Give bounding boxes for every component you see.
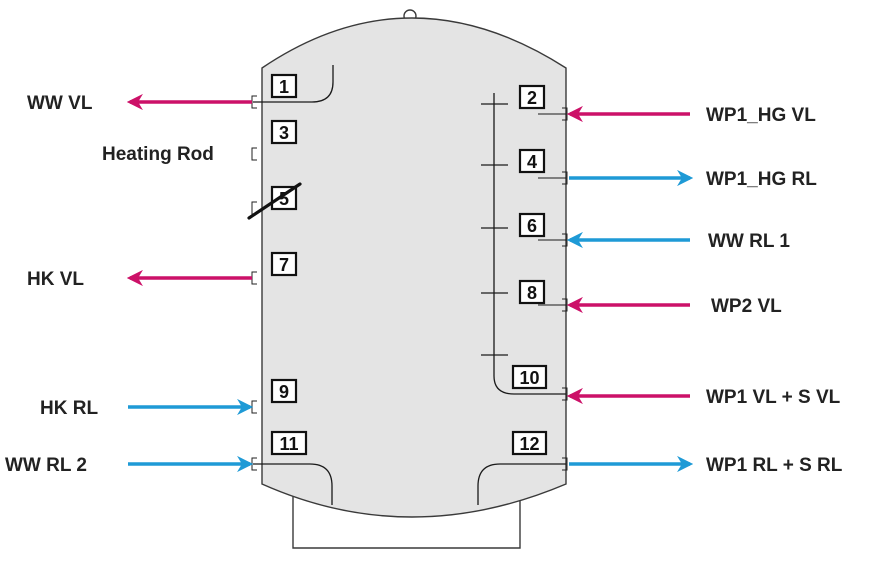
port-7-number: 7 xyxy=(279,255,289,275)
port-7-marker: 7 xyxy=(270,251,298,277)
pipe-11-dip xyxy=(253,463,333,505)
port-5-number: 5 xyxy=(279,189,289,209)
label-wp2-vl: WP2 VL xyxy=(711,296,782,317)
label-hk-vl: HK VL xyxy=(27,269,84,290)
port-12-marker: 12 xyxy=(511,430,548,456)
tank-body xyxy=(261,17,567,518)
label-wp1-rl-s-rl: WP1 RL + S RL xyxy=(706,455,843,476)
port-3-number: 3 xyxy=(279,123,289,143)
label-wp1-hg-vl: WP1_HG VL xyxy=(706,105,816,126)
port-6-marker: 6 xyxy=(518,212,546,238)
label-wp1-vl-s-vl: WP1 VL + S VL xyxy=(706,387,841,408)
port-6-number: 6 xyxy=(527,216,537,236)
port-9-number: 9 xyxy=(279,382,289,402)
tank-stand xyxy=(292,490,521,549)
port-8-marker: 8 xyxy=(518,279,546,305)
port-3-marker: 3 xyxy=(270,119,298,145)
right-port-stubs xyxy=(538,113,566,306)
port-9-marker: 9 xyxy=(270,378,298,404)
port-4-marker: 4 xyxy=(518,148,546,174)
label-ww-vl: WW VL xyxy=(27,93,93,114)
port-4-number: 4 xyxy=(527,152,537,172)
port-12-number: 12 xyxy=(519,434,539,454)
port-5-blocked-mark xyxy=(247,182,302,220)
label-ww-rl-2: WW RL 2 xyxy=(5,455,87,476)
port-1-number: 1 xyxy=(279,77,289,97)
collector-ticks xyxy=(481,103,508,356)
port-10-number: 10 xyxy=(519,368,539,388)
port-11-marker: 11 xyxy=(270,430,308,456)
collector-pipe xyxy=(493,93,566,395)
port-2-marker: 2 xyxy=(518,84,546,110)
label-wp1-hg-rl: WP1_HG RL xyxy=(706,169,817,190)
label-heating-rod: Heating Rod xyxy=(102,144,214,165)
port-8-number: 8 xyxy=(527,283,537,303)
port-1-marker: 1 xyxy=(270,73,298,99)
label-hk-rl: HK RL xyxy=(40,398,98,419)
port-2-number: 2 xyxy=(527,88,537,108)
pipe-1-dip xyxy=(253,65,334,103)
pipe-12-dip xyxy=(477,463,566,505)
left-connectors xyxy=(251,95,257,471)
port-10-marker: 10 xyxy=(511,364,548,390)
port-11-number: 11 xyxy=(279,434,298,454)
label-ww-rl-1: WW RL 1 xyxy=(708,231,790,252)
